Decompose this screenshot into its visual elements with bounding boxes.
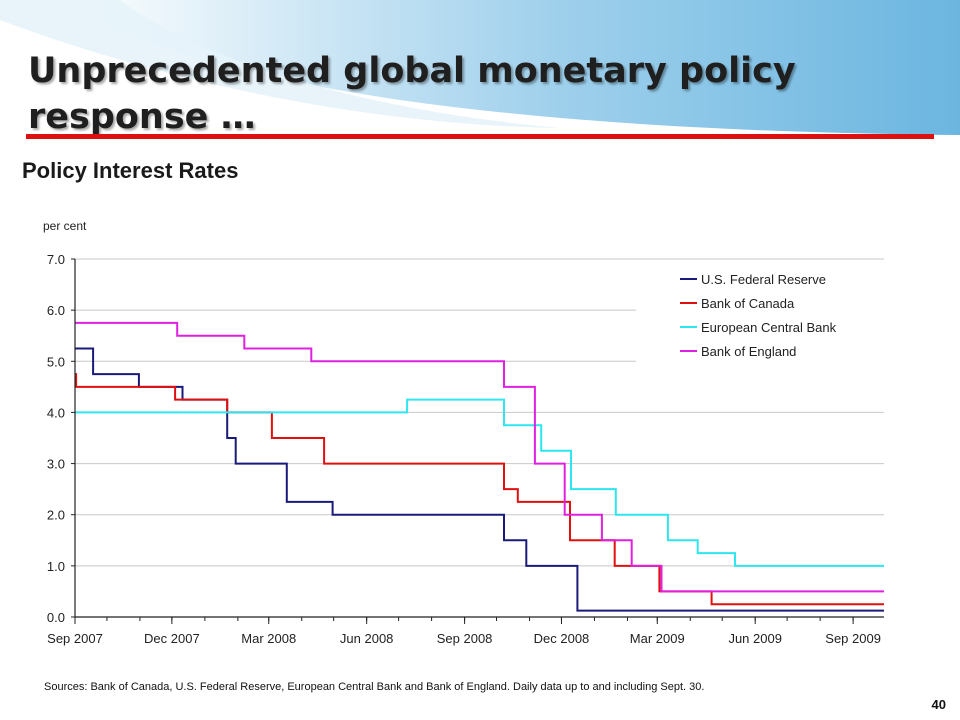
source-note: Sources: Bank of Canada, U.S. Federal Re…	[44, 681, 705, 693]
legend-box	[636, 266, 884, 366]
series-line-bank-of-england	[75, 321, 884, 593]
background-swoosh	[0, 0, 960, 135]
y-tick-label: 3.0	[47, 457, 65, 472]
legend-label: U.S. Federal Reserve	[701, 272, 826, 287]
chart-axes: per cent 0.0 1.0 2.0 3.0 4.0 5.0 6.0 7.0 Sep 2007…	[43, 219, 884, 646]
chart-series	[75, 321, 884, 612]
x-tick-label: Dec 2007	[144, 631, 200, 646]
y-tick-label: 2.0	[47, 508, 65, 523]
x-tick-label: Sep 2008	[437, 631, 493, 646]
y-tick-label: 7.0	[47, 252, 65, 267]
y-axis-label: per cent	[43, 219, 87, 233]
series-line-european-central-bank	[75, 398, 884, 567]
x-tick-label: Sep 2007	[47, 631, 103, 646]
series-line-bank-of-canada	[75, 373, 884, 606]
y-tick-label: 5.0	[47, 354, 65, 369]
x-tick-label: Sep 2009	[825, 631, 881, 646]
x-tick-label: Jun 2009	[728, 631, 782, 646]
legend-label: Bank of England	[701, 344, 796, 359]
x-tick-label: Mar 2009	[630, 631, 685, 646]
y-tick-label: 1.0	[47, 559, 65, 574]
title-rule	[26, 134, 934, 139]
x-tick-label: Dec 2008	[534, 631, 590, 646]
series-line-u-s-federal-reserve	[75, 347, 884, 612]
x-tick-label: Mar 2008	[241, 631, 296, 646]
policy-rates-chart: per cent 0.0 1.0 2.0 3.0 4.0 5.0 6.0 7.0 Sep 2007…	[43, 219, 884, 646]
page-number: 40	[931, 697, 946, 712]
x-tick-label: Jun 2008	[340, 631, 394, 646]
legend-label: Bank of Canada	[701, 296, 795, 311]
y-tick-label: 4.0	[47, 405, 65, 420]
y-tick-label: 6.0	[47, 303, 65, 318]
chart-legend: U.S. Federal Reserve Bank of Canada Europe…	[636, 266, 884, 366]
slide-title: Unprecedented global monetary policy res…	[28, 51, 796, 137]
chart-heading: Policy Interest Rates	[22, 158, 239, 183]
y-tick-label: 0.0	[47, 610, 65, 625]
legend-label: European Central Bank	[701, 320, 837, 335]
